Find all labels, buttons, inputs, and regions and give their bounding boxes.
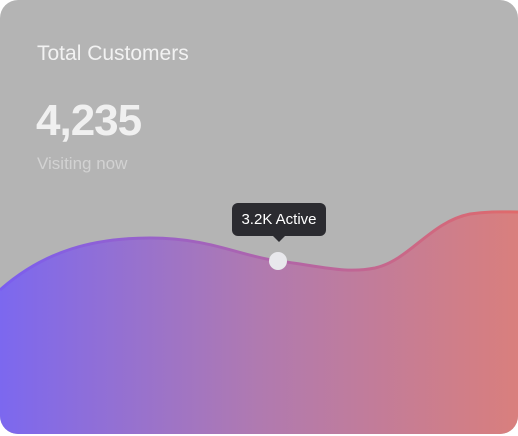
wave-line: [0, 210, 518, 292]
card-subtitle: Visiting now: [37, 154, 128, 173]
card-value: 4,235: [36, 96, 142, 145]
card-title: Total Customers: [37, 42, 189, 65]
hover-dot: [269, 252, 287, 270]
wave-area: [0, 211, 518, 434]
tooltip: 3.2K Active: [232, 203, 326, 242]
